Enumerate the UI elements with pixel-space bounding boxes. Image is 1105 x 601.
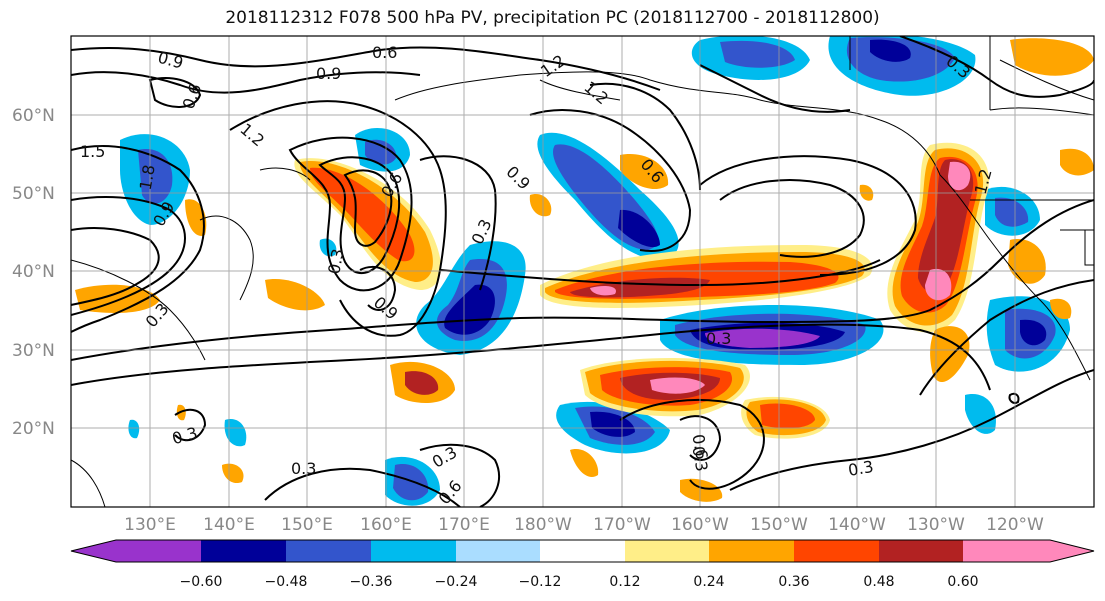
colorbar-segment: [286, 540, 371, 562]
contour-label: 0.3: [324, 247, 347, 275]
colorbar-segment: [625, 540, 709, 562]
colorbar-tick-label: −0.48: [265, 574, 308, 590]
contour-label: 0.3: [291, 459, 316, 478]
lat-label: 40°N: [12, 262, 55, 282]
contour-label: 1.8: [136, 163, 159, 191]
colorbar-tick-label: −0.12: [519, 574, 562, 590]
lat-label: 30°N: [12, 341, 55, 361]
lon-label: 160°E: [360, 515, 412, 535]
colorbar: [70, 539, 1095, 563]
lon-label: 150°E: [281, 515, 333, 535]
contour-label: 0.3: [847, 457, 875, 480]
colorbar-outline: [70, 539, 1095, 563]
latitude-labels: 60°N 50°N 40°N 30°N 20°N: [12, 106, 55, 439]
lon-label: 130°E: [124, 515, 176, 535]
colorbar-tick-label: −0.24: [435, 574, 478, 590]
lon-label: 170°W: [593, 515, 651, 535]
map-title: 2018112312 F078 500 hPa PV, precipitatio…: [225, 8, 880, 28]
lon-label: 140°E: [203, 515, 255, 535]
lon-label: 170°E: [438, 515, 490, 535]
lon-label: 180°W: [514, 515, 572, 535]
colorbar-segment: [71, 540, 201, 562]
colorbar-segment: [879, 540, 963, 562]
lat-label: 20°N: [12, 419, 55, 439]
contour-label: 0.9: [316, 64, 341, 83]
contour-label: 1.5: [80, 142, 105, 161]
colorbar-tick-label: −0.60: [180, 574, 223, 590]
colorbar-tick-label: 0.36: [778, 574, 809, 590]
lon-label: 150°W: [750, 515, 808, 535]
contour-label: 0.3: [688, 445, 711, 473]
longitude-labels: 130°E 140°E 150°E 160°E 170°E 180°W 170°…: [124, 515, 1044, 535]
colorbar-segment: [794, 540, 879, 562]
contour-label: 0.6: [372, 43, 397, 62]
lon-label: 160°W: [671, 515, 729, 535]
lon-label: 130°W: [907, 515, 965, 535]
lat-label: 50°N: [12, 184, 55, 204]
colorbar-tick-label: 0.12: [609, 574, 640, 590]
grid: [71, 36, 1094, 507]
colorbar-tick-label: −0.36: [350, 574, 393, 590]
colorbar-tick-label: 0.24: [693, 574, 724, 590]
colorbar-segment: [201, 540, 286, 562]
colorbar-tick-label: 0.48: [863, 574, 894, 590]
colorbar-segment: [371, 540, 456, 562]
contour-label: 0.3: [706, 329, 731, 348]
colorbar-segment: [963, 540, 1094, 562]
lon-label: 140°W: [828, 515, 886, 535]
contour-label: 0.6: [688, 433, 711, 461]
colorbar-segment: [709, 540, 794, 562]
colorbar-segment: [456, 540, 540, 562]
lon-label: 120°W: [986, 515, 1044, 535]
colorbar-segment: [540, 540, 625, 562]
colorbar-tick-label: 0.60: [947, 574, 978, 590]
lat-label: 60°N: [12, 106, 55, 126]
colorbar-tick-labels: −0.60 −0.48 −0.36 −0.24 −0.12 0.12 0.24 …: [180, 574, 979, 590]
map-frame: [70, 35, 1095, 508]
